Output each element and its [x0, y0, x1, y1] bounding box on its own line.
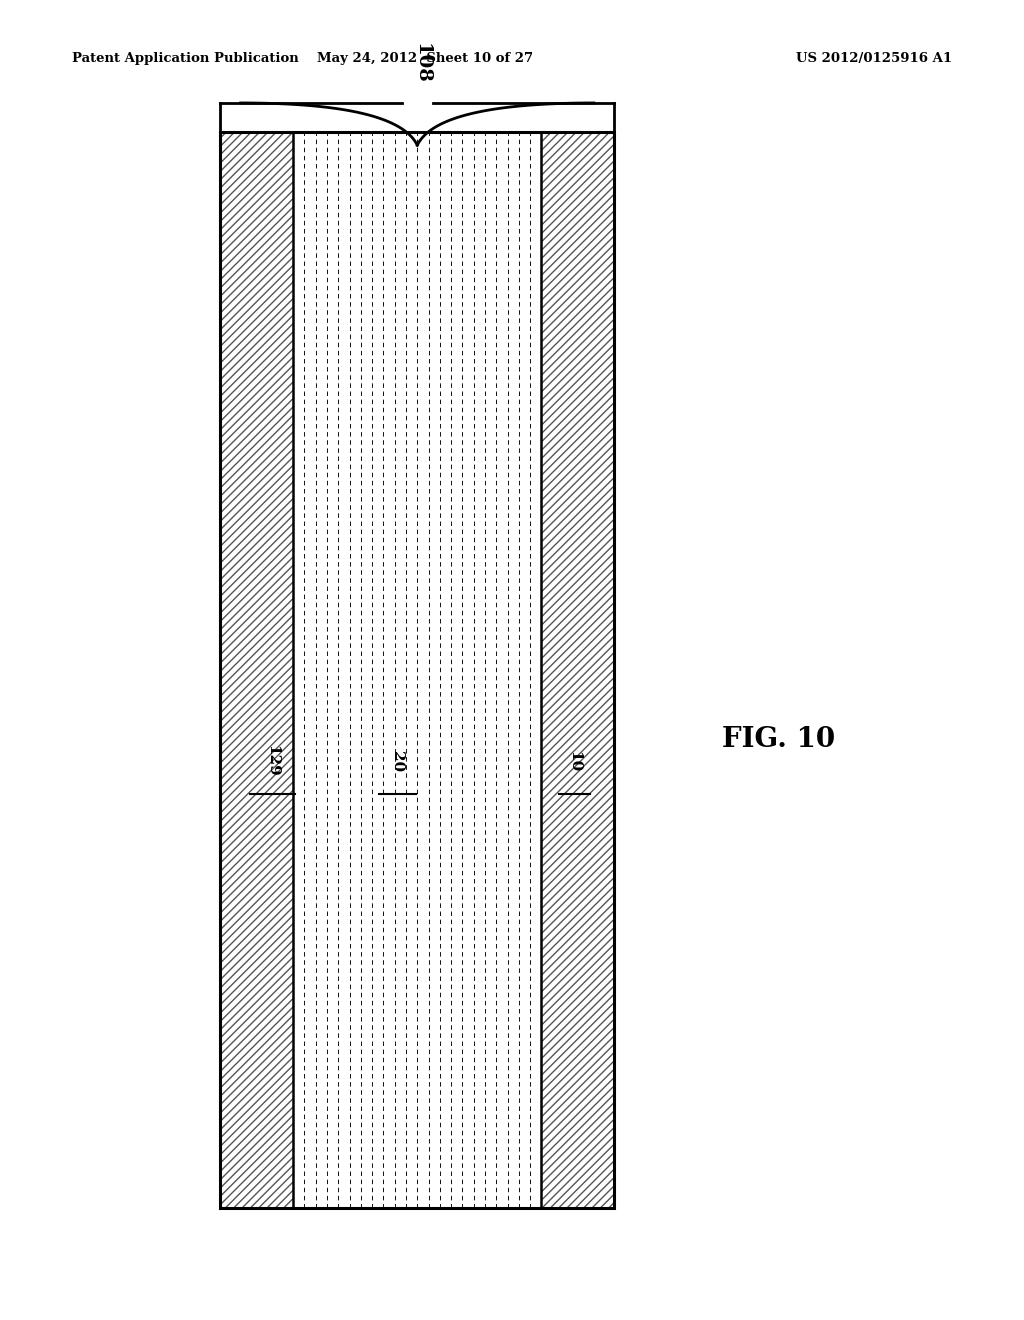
- Bar: [542, 132, 614, 1208]
- Text: US 2012/0125916 A1: US 2012/0125916 A1: [797, 51, 952, 65]
- Bar: [220, 132, 614, 1208]
- Text: Patent Application Publication: Patent Application Publication: [72, 51, 298, 65]
- Bar: [293, 132, 542, 1208]
- Bar: [542, 132, 614, 1208]
- Text: 20: 20: [390, 751, 404, 772]
- Text: 10: 10: [567, 751, 582, 772]
- Bar: [220, 132, 293, 1208]
- Bar: [220, 132, 614, 1208]
- Text: 129: 129: [265, 746, 280, 777]
- Bar: [220, 132, 293, 1208]
- Text: 108: 108: [413, 44, 430, 83]
- Text: May 24, 2012  Sheet 10 of 27: May 24, 2012 Sheet 10 of 27: [316, 51, 534, 65]
- Text: FIG. 10: FIG. 10: [722, 726, 835, 752]
